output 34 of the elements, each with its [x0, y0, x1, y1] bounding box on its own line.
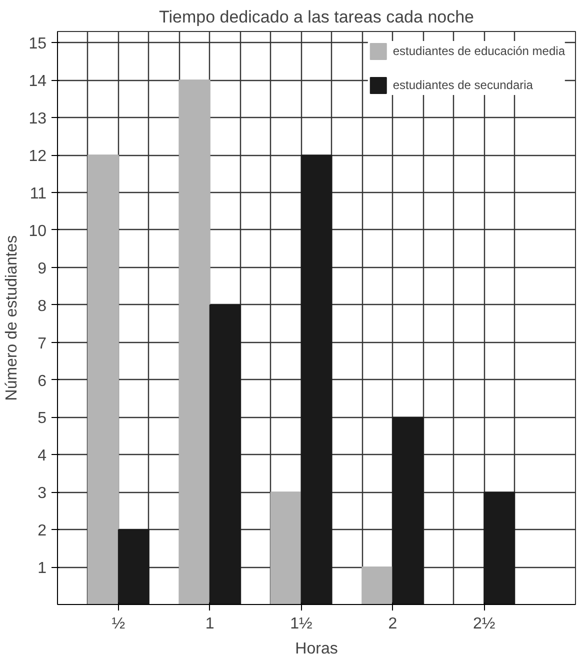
bar: [209, 304, 241, 604]
y-tick-label: 2: [38, 522, 47, 540]
y-tick-label: 12: [28, 148, 47, 166]
chart-title: Tiempo dedicado a las tareas cada noche: [158, 8, 474, 26]
bar: [87, 154, 119, 604]
bar: [300, 154, 332, 604]
y-tick-label: 14: [28, 73, 47, 90]
bar: [118, 529, 150, 604]
y-axis-title: Número de estudiantes: [4, 235, 21, 401]
y-tick-label: 7: [38, 335, 47, 352]
y-tick-label: 6: [38, 372, 47, 390]
y-tick-label: 11: [30, 186, 47, 203]
y-tick-label: 3: [38, 485, 47, 502]
bar: [178, 80, 210, 604]
x-tick-label: 2: [388, 616, 398, 632]
y-tick-label: 15: [28, 36, 47, 53]
x-axis-title: Horas: [295, 640, 338, 658]
y-tick-label: 9: [38, 260, 47, 278]
x-tick-label: 1½: [290, 616, 312, 632]
bar: [362, 566, 394, 604]
y-tick-label: 8: [38, 298, 47, 315]
x-tick-label: 2½: [472, 616, 496, 632]
y-tick-label: 10: [28, 222, 47, 240]
y-tick-label: 1: [38, 560, 47, 578]
legend-label: estudiantes de secundaria: [392, 78, 533, 92]
x-tick-label: 1: [205, 616, 214, 632]
bar: [392, 416, 424, 604]
legend-label: estudiantes de educación media: [392, 44, 565, 58]
y-tick-label: 4: [38, 448, 47, 465]
x-tick-label: ½: [112, 616, 126, 632]
bar: [484, 492, 516, 604]
y-tick-label: 13: [28, 110, 47, 128]
bar: [270, 492, 302, 604]
y-tick-label: 5: [38, 410, 47, 428]
